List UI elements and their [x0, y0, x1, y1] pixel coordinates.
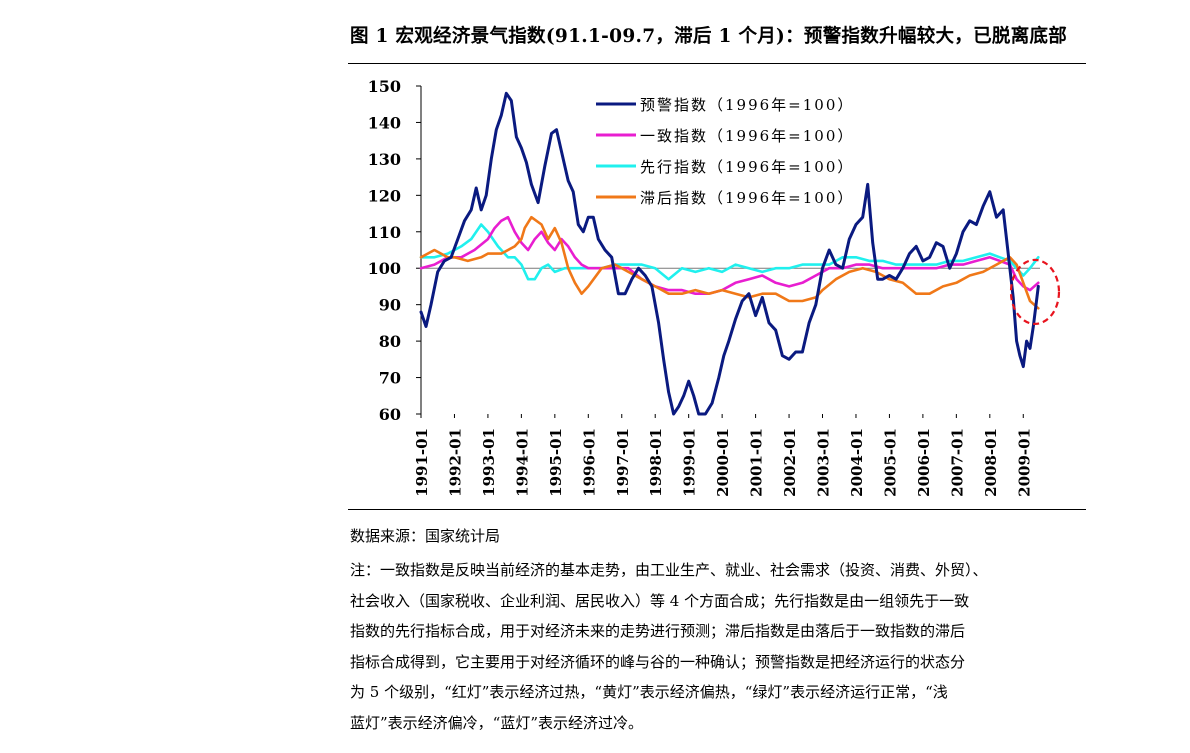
x-tick-label: 2005-01	[881, 428, 899, 497]
note-line: 蓝灯”表示经济偏冷，“蓝灯”表示经济过冷。	[350, 713, 644, 732]
x-tick-label: 1997-01	[614, 428, 632, 497]
figure-title: 图 1 宏观经济景气指数(91.1-09.7，滞后 1 个月)：预警指数升幅较大…	[350, 26, 1068, 47]
y-tick-label: 120	[368, 186, 401, 205]
note-line: 为 5 个级别，“红灯”表示经济过热，“黄灯”表示经济偏热，“绿灯”表示经济运行…	[350, 683, 948, 701]
series-line-2	[419, 215, 1040, 295]
top-rule	[348, 63, 1086, 64]
note-paragraph: 注：一致指数是反映当前经济的基本走势，由工业生产、就业、社会需求（投资、消费、外…	[350, 555, 1110, 738]
y-tick-label: 90	[379, 296, 401, 315]
series-line-3	[419, 223, 1040, 281]
series-lines	[419, 91, 1040, 416]
x-tick-label: 1996-01	[580, 428, 598, 497]
note-line: 指数的先行指标合成，用于对经济未来的走势进行预测；滞后指数是由落后于一致指数的滞…	[350, 622, 966, 640]
x-tick-label: 2003-01	[815, 428, 833, 497]
note-line: 注：一致指数是反映当前经济的基本走势，由工业生产、就业、社会需求（投资、消费、外…	[350, 561, 988, 579]
y-tick-label: 150	[368, 77, 401, 96]
x-tick-label: 2007-01	[948, 428, 966, 497]
y-tick-label: 70	[379, 369, 401, 388]
x-tick-label: 2006-01	[915, 428, 933, 497]
legend-label: 滞后指数（1996年=100）	[640, 189, 854, 207]
note-line: 社会收入（国家税收、企业利润、居民收入）等 4 个方面合成；先行指数是由一组领先…	[350, 591, 970, 610]
series-line-4	[419, 215, 1040, 310]
x-tick-label: 1999-01	[681, 428, 699, 497]
x-tick-label: 2001-01	[748, 428, 766, 497]
annotation	[1009, 258, 1061, 326]
x-tick-label: 1994-01	[513, 428, 531, 497]
x-tick-label: 2000-01	[714, 428, 732, 497]
legend-label: 一致指数（1996年=100）	[640, 127, 854, 145]
highlight-circle	[1009, 258, 1061, 326]
y-tick-label: 60	[379, 405, 401, 424]
x-tick-label: 1992-01	[446, 428, 464, 497]
legend-label: 预警指数（1996年=100）	[640, 96, 854, 114]
y-tick-label: 100	[368, 259, 401, 278]
x-tick-label: 1995-01	[547, 428, 565, 497]
axes: 60 70 80 90 100 110 120 130 140 150 1991-01 1992-01…	[368, 77, 1040, 497]
x-tick-label: 1998-01	[647, 428, 665, 497]
legend-label: 先行指数（1996年=100）	[640, 158, 854, 176]
bottom-rule	[348, 509, 1086, 510]
x-tick-label: 2002-01	[781, 428, 799, 497]
x-tick-label: 2004-01	[848, 428, 866, 497]
x-tick-label: 2009-01	[1015, 428, 1033, 497]
x-tick-label: 1991-01	[413, 428, 431, 497]
x-tick-label: 2008-01	[982, 428, 1000, 497]
series-line-1	[419, 91, 1040, 416]
y-tick-label: 140	[368, 113, 401, 132]
x-tick-label: 1993-01	[480, 428, 498, 497]
y-tick-label: 130	[368, 150, 401, 169]
data-source: 数据来源：国家统计局	[350, 527, 501, 545]
y-tick-label: 80	[379, 332, 401, 351]
y-tick-label: 110	[368, 223, 401, 242]
note-line: 指标合成得到，它主要用于对经济循环的峰与谷的一种确认；预警指数是把经济运行的状态…	[350, 652, 966, 671]
macro-index-chart: 60 70 80 90 100 110 120 130 140 150 1991-01 1992-01…	[368, 77, 1061, 497]
legend: 预警指数（1996年=100） 一致指数（1996年=100） 先行指数（1996年…	[596, 96, 854, 207]
